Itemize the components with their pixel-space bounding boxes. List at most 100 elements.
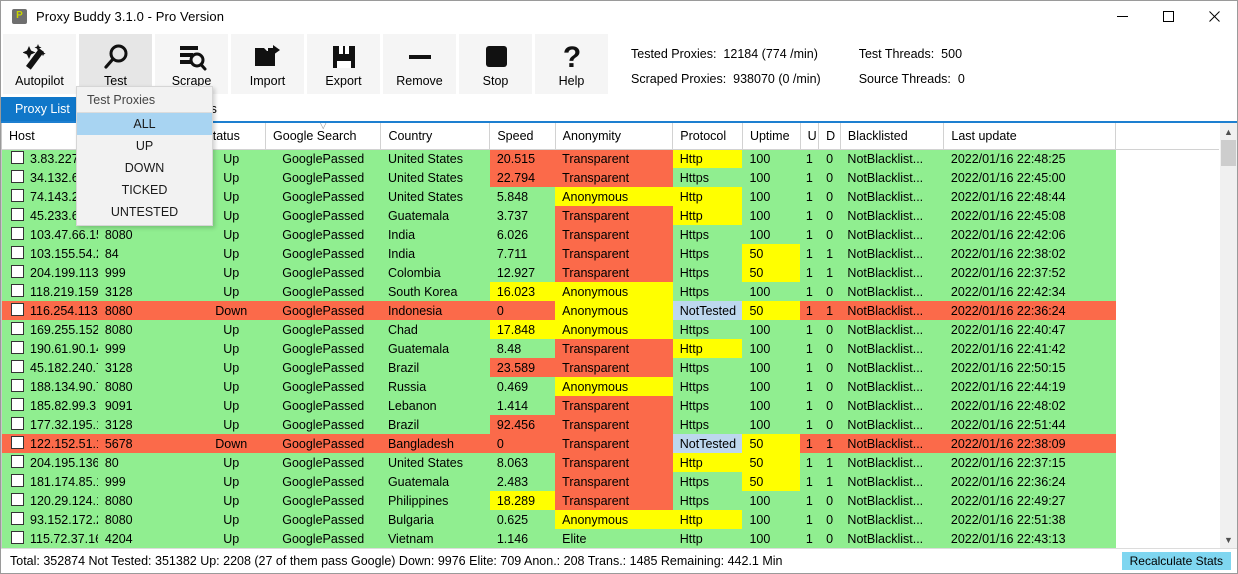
col-uptime[interactable]: Uptime: [742, 123, 801, 150]
toolbar-button-import[interactable]: Import: [231, 34, 304, 94]
col-protocol[interactable]: Protocol: [672, 123, 743, 150]
host-value: 93.152.172.209: [30, 513, 98, 527]
row-checkbox[interactable]: [11, 189, 24, 202]
table-row[interactable]: 118.219.159.234 3128 Up GooglePassed South K…: [2, 282, 1219, 301]
row-checkbox[interactable]: [11, 341, 24, 354]
row-checkbox[interactable]: [11, 417, 24, 430]
toolbar-button-stop[interactable]: Stop: [459, 34, 532, 94]
table-row[interactable]: 204.195.136.34 80 Up GooglePassed United Sta…: [2, 453, 1219, 472]
cell-country: South Korea: [387, 284, 458, 299]
cell-google-search: GooglePassed: [282, 170, 365, 185]
table-row[interactable]: 93.152.172.209 8080 Up GooglePassed Bulgaria…: [2, 510, 1219, 529]
menu-item-untested[interactable]: UNTESTED: [110, 205, 179, 219]
cell-d: 1: [826, 474, 834, 489]
table-row[interactable]: 116.254.113.154 8080 Down GooglePassed Indon…: [2, 301, 1219, 320]
row-checkbox[interactable]: [11, 284, 24, 297]
row-checkbox[interactable]: [11, 246, 24, 259]
maximize-button[interactable]: [1145, 1, 1191, 31]
cell-speed: 16.023: [489, 282, 556, 301]
cell-google-search: GooglePassed: [282, 474, 365, 489]
cell-status: Up: [223, 512, 240, 527]
table-row[interactable]: 3.83.227. Up GooglePassed United States 20.5…: [2, 149, 1219, 168]
table-row[interactable]: 177.32.195.19 3128 Up GooglePassed Brazil 92.…: [2, 415, 1219, 434]
table-row[interactable]: 34.132.6 Up GooglePassed United States 22.79…: [2, 168, 1219, 187]
cell-protocol: Https: [672, 358, 743, 377]
col-last-update[interactable]: Last update: [943, 123, 1117, 150]
toolbar-button-help[interactable]: ? Help: [535, 34, 608, 94]
recalculate-stats-button[interactable]: Recalculate Stats: [1121, 552, 1231, 570]
toolbar-button-autopilot[interactable]: Autopilot: [3, 34, 76, 94]
row-checkbox[interactable]: [11, 512, 24, 525]
table-row[interactable]: 103.47.66.150 8080 Up GooglePassed India 6.02…: [2, 225, 1219, 244]
vertical-scrollbar[interactable]: ▲ ▼: [1219, 123, 1237, 548]
cell-status: Up: [223, 493, 240, 508]
table-row[interactable]: 181.174.85.158 999 Up GooglePassed Guatemala…: [2, 472, 1219, 491]
col-d[interactable]: D: [818, 123, 841, 150]
row-checkbox[interactable]: [11, 360, 24, 373]
toolbar-button-remove[interactable]: Remove: [383, 34, 456, 94]
cell-country: Lebanon: [387, 398, 437, 413]
table-row[interactable]: 185.82.99.3 9091 Up GooglePassed Lebanon 1.41…: [2, 396, 1219, 415]
col-blacklisted[interactable]: Blacklisted: [840, 123, 945, 150]
tab-proxy-list[interactable]: Proxy List: [1, 97, 84, 121]
toolbar-button-scrape[interactable]: Scrape: [155, 34, 228, 94]
cell-host: 177.32.195.19: [2, 415, 98, 434]
table-row[interactable]: 188.134.90.77 8080 Up GooglePassed Russia 0.4…: [2, 377, 1219, 396]
table-row[interactable]: 115.72.37.168 4204 Up GooglePassed Vietnam 1.…: [2, 529, 1219, 548]
question-mark-icon: ?: [556, 39, 588, 75]
scrollbar-thumb[interactable]: [1221, 140, 1236, 166]
window-title: Proxy Buddy 3.1.0 - Pro Version: [36, 8, 225, 24]
row-checkbox[interactable]: [11, 455, 24, 468]
table-row[interactable]: 45.233.6 Up GooglePassed Guatemala 3.737 Tran…: [2, 206, 1219, 225]
scroll-down-arrow-icon[interactable]: ▼: [1224, 534, 1233, 545]
toolbar-button-export[interactable]: Export: [307, 34, 380, 94]
table-row[interactable]: 122.152.51.17 5678 Down GooglePassed Banglad…: [2, 434, 1219, 453]
table-row[interactable]: 190.61.90.141 999 Up GooglePassed Guatemala 8…: [2, 339, 1219, 358]
row-checkbox[interactable]: [11, 303, 24, 316]
row-checkbox[interactable]: [11, 227, 24, 240]
row-checkbox[interactable]: [11, 322, 24, 335]
table-row[interactable]: 204.199.113.27 999 Up GooglePassed Colombia 1…: [2, 263, 1219, 282]
row-checkbox[interactable]: [11, 151, 24, 165]
row-checkbox[interactable]: [11, 398, 24, 411]
table-row[interactable]: 169.255.152.118 8080 Up GooglePassed Chad 17.…: [2, 320, 1219, 339]
toolbar-button-test[interactable]: Test: [79, 34, 152, 94]
row-checkbox[interactable]: [11, 170, 24, 183]
close-button[interactable]: [1191, 1, 1237, 31]
row-checkbox[interactable]: [11, 265, 24, 278]
row-checkbox[interactable]: [11, 531, 24, 544]
row-checkbox[interactable]: [11, 493, 24, 506]
col-country[interactable]: Country: [380, 123, 491, 150]
cell-protocol: Https: [672, 415, 743, 434]
cell-anonymity: Anonymous: [555, 301, 673, 320]
cell-filler: [1115, 510, 1219, 529]
col-google-search[interactable]: ▽ Google Search: [265, 123, 382, 150]
table-row[interactable]: 74.143.24 Up GooglePassed United States 5.84…: [2, 187, 1219, 206]
menu-item-up[interactable]: UP: [135, 139, 154, 153]
cell-port: 8080: [104, 493, 133, 508]
menu-item-all[interactable]: ALL: [77, 113, 212, 135]
cell-anonymity: Anonymous: [555, 510, 673, 529]
scroll-up-arrow-icon[interactable]: ▲: [1224, 126, 1233, 137]
row-checkbox[interactable]: [11, 379, 24, 392]
col-filler[interactable]: [1115, 123, 1219, 150]
menu-item-ticked[interactable]: TICKED: [121, 183, 168, 197]
minimize-button[interactable]: [1099, 1, 1145, 31]
cell-blacklisted: NotBlacklist...: [847, 265, 924, 280]
row-checkbox[interactable]: [11, 474, 24, 487]
table-row[interactable]: 45.182.240.73 3128 Up GooglePassed Brazil 23.…: [2, 358, 1219, 377]
cell-u: 1: [805, 227, 813, 242]
col-speed[interactable]: Speed: [489, 123, 556, 150]
menu-item-down[interactable]: DOWN: [124, 161, 165, 175]
cell-uptime: 100: [742, 206, 801, 225]
row-checkbox[interactable]: [11, 208, 24, 221]
cell-google-search: GooglePassed: [282, 455, 365, 470]
cell-d: 0: [826, 398, 834, 413]
cell-speed: 18.289: [489, 491, 556, 510]
table-row[interactable]: 120.29.124.131 8080 Up GooglePassed Philippi…: [2, 491, 1219, 510]
table-row[interactable]: 103.155.54.233 84 Up GooglePassed India 7.711…: [2, 244, 1219, 263]
col-anonymity[interactable]: Anonymity: [555, 123, 674, 150]
row-checkbox[interactable]: [11, 436, 24, 449]
col-u[interactable]: U: [800, 123, 820, 150]
cell-last-update: 2022/01/16 22:43:13: [950, 531, 1066, 546]
